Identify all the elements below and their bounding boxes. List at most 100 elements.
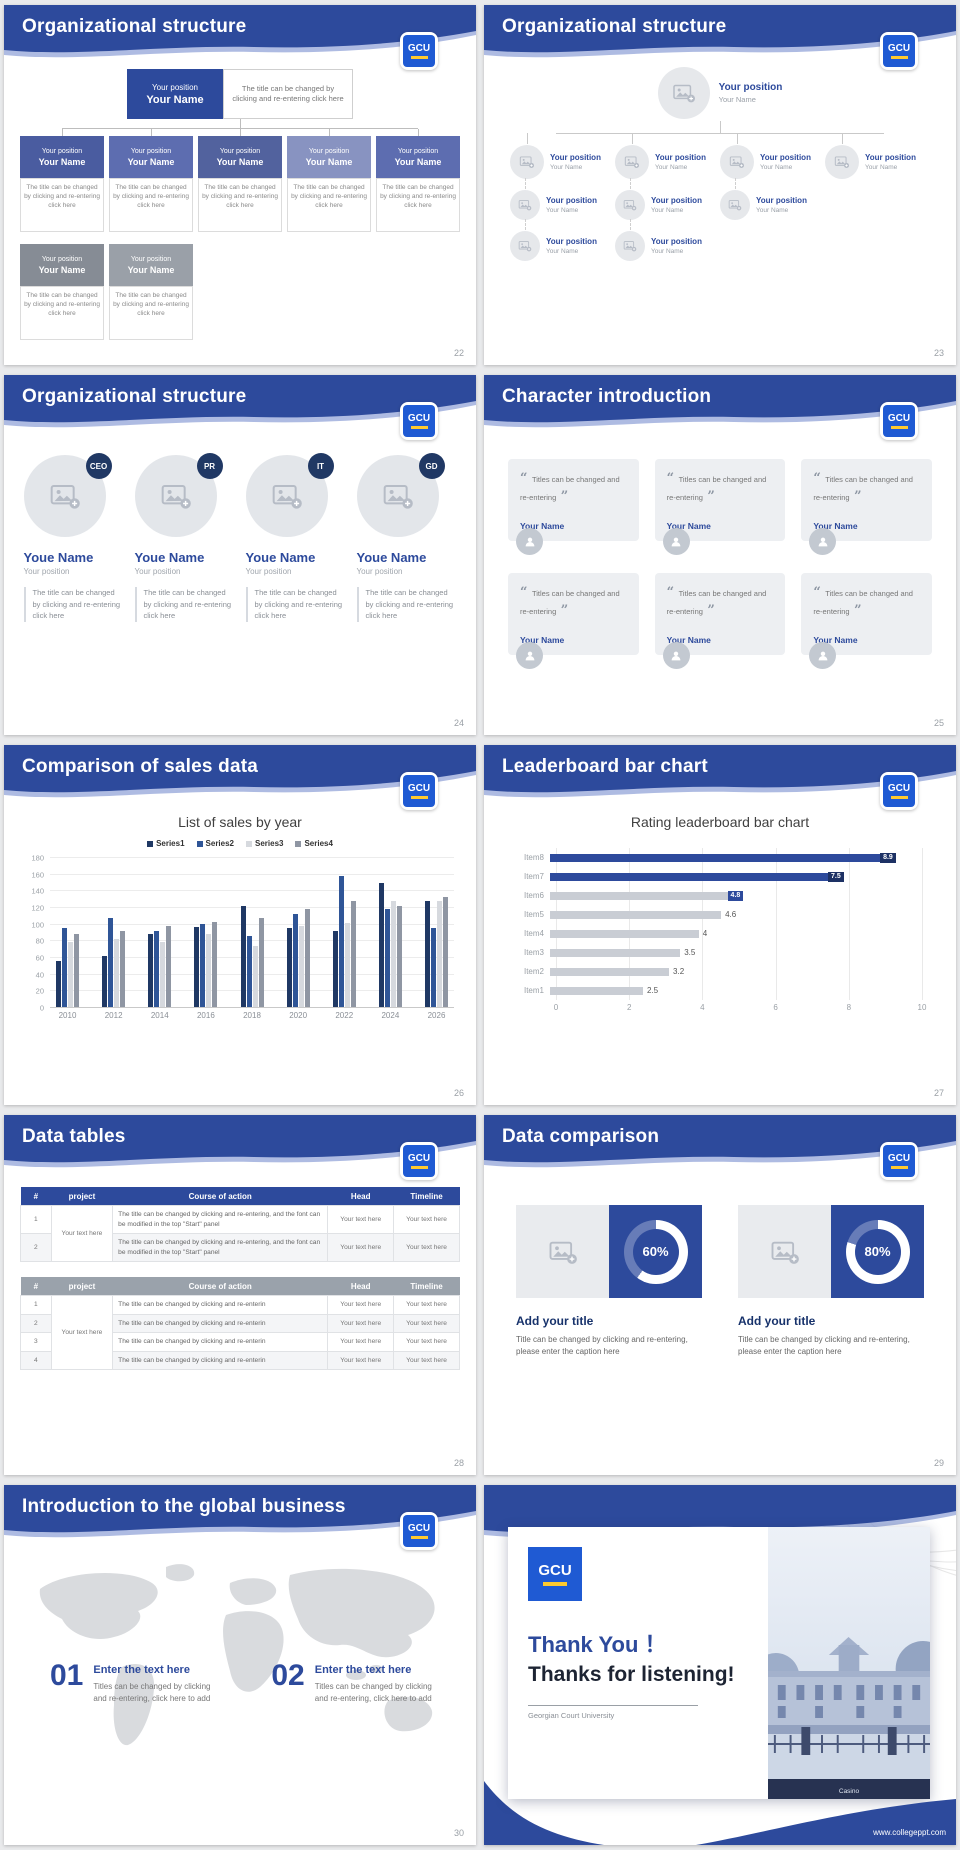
slide-29-data-comparison[interactable]: Data comparison GCU 60% Add your title T… [484, 1115, 956, 1475]
slide-28-data-tables[interactable]: Data tables GCU # project Course of acti… [4, 1115, 476, 1475]
website-link[interactable]: www.collegeppt.com [873, 1828, 946, 1837]
node-description: The title can be changed by clicking and… [376, 178, 460, 232]
gridline [50, 940, 454, 942]
x-tick-label: 0 [553, 1003, 559, 1012]
slide-26-sales-comparison[interactable]: Comparison of sales data GCU List of sal… [4, 745, 476, 1105]
slide-title: Data tables [22, 1126, 126, 1147]
bar [437, 901, 442, 1007]
image-placeholder-icon [624, 154, 640, 170]
bar [200, 924, 206, 1007]
gcu-logo-text: GCU [407, 42, 431, 54]
category-label: Item1 [523, 986, 544, 995]
page-number: 24 [453, 718, 464, 728]
slide-23-org-structure-tree[interactable]: Organizational structure GCU Your positi… [484, 5, 956, 365]
slide-24-org-structure-people[interactable]: Organizational structure GCU CEO Youe Na… [4, 375, 476, 735]
person-icon [669, 649, 683, 663]
column-header: Course of action [112, 1277, 328, 1296]
bar [102, 955, 108, 1007]
bar-track: 3.2 [550, 967, 922, 976]
timeline-cell: Your text here [393, 1204, 460, 1235]
column-header: # [20, 1187, 52, 1206]
bar [286, 927, 292, 1007]
bar [344, 922, 350, 1007]
page-number: 26 [453, 1088, 464, 1098]
team-member: IT Youe Name Your position The title can… [245, 453, 346, 622]
item-number: 01 [50, 1659, 84, 1692]
x-tick-label: 2026 [427, 1011, 446, 1020]
gridline [50, 973, 454, 975]
legend-swatch [246, 840, 252, 847]
avatar [825, 145, 859, 179]
gcu-logo: GCU [400, 32, 438, 70]
y-tick-label: 120 [31, 903, 44, 913]
role-badge: IT [307, 453, 334, 479]
timeline-cell: Your text here [393, 1332, 460, 1352]
table-row: 1 Your text here The title can be change… [20, 1295, 460, 1371]
sales-chart-xlabels: 2010 2012 2014 2016 2018 2020 2022 2024 2026 [50, 1011, 454, 1020]
bar-track: 4 [550, 929, 922, 938]
bar [62, 928, 67, 1007]
page-number: 27 [933, 1088, 944, 1098]
x-tick-label: 2010 [58, 1011, 77, 1020]
slide-25-character-introduction[interactable]: Character introduction GCU “ Titles can … [484, 375, 956, 735]
category-label: Item5 [523, 910, 544, 919]
person-icon [816, 535, 830, 549]
slide-30-global-business[interactable]: Introduction to the global business GCU [4, 1485, 476, 1845]
org-node: Your position Your Name The title can be c… [109, 129, 193, 232]
avatar [720, 190, 750, 220]
member-name: Youe Name [134, 550, 205, 565]
gridline [50, 857, 454, 858]
leaderboard-chart: Item8 8.9 Item7 7.5 Item6 4.8 Item5 4.6 Item4 4 It… [510, 848, 927, 1014]
head-cell: Your text here [327, 1313, 395, 1334]
data-table-blue: # project Course of action Head Timeline… [20, 1187, 460, 1263]
corner-decoration [484, 1781, 604, 1845]
member-description: The title can be changed by clicking and… [23, 587, 124, 622]
person-avatar [809, 528, 837, 555]
bar [74, 934, 79, 1007]
action-cell: The title can be changed by clicking and… [112, 1350, 329, 1371]
slide-thank-you[interactable]: GCU Thank You ！ Thanks for listening! Ge… [484, 1485, 956, 1845]
value-label: 8.9 [880, 852, 896, 863]
gridline [922, 848, 923, 1000]
image-placeholder-icon [518, 198, 532, 212]
org-node: Your position Your Name The title can be c… [376, 129, 460, 232]
row-number: 1 [20, 1295, 52, 1315]
gcu-logo-underline-icon [410, 1165, 428, 1169]
slide-title: Introduction to the global business [22, 1496, 346, 1517]
slide-22-org-structure-boxes[interactable]: Organizational structure GCU Your positi… [4, 5, 476, 365]
gcu-logo: GCU [400, 1142, 438, 1180]
bar [431, 927, 436, 1007]
member-description: The title can be changed by clicking and… [245, 587, 346, 622]
row-number: 1 [20, 1204, 52, 1235]
org-level1-row: Your position Your Name The title can be c… [4, 129, 476, 232]
donut-panel: 80% [831, 1205, 924, 1298]
x-tick-label: 2018 [243, 1011, 261, 1020]
bar-track: 8.9 [550, 852, 922, 863]
y-tick-label: 60 [35, 953, 44, 963]
bar-group [148, 858, 172, 1007]
node-description: The title can be changed by clicking and… [20, 286, 104, 340]
slide-27-leaderboard[interactable]: Leaderboard bar chart GCU Rating leaderb… [484, 745, 956, 1105]
column-header: # [20, 1277, 52, 1296]
bar-track: 2.5 [550, 986, 922, 995]
node-description: The title can be changed by clicking and… [198, 178, 282, 232]
y-tick-label: 160 [31, 870, 44, 880]
gcu-logo-underline-icon [890, 795, 908, 799]
timeline-cell: Your text here [393, 1233, 460, 1263]
bar-group [286, 858, 310, 1007]
slide-title: Organizational structure [22, 386, 247, 407]
bar [378, 882, 384, 1007]
numbered-item: 01 Enter the text here Titles can be cha… [50, 1661, 217, 1705]
gridline [50, 957, 454, 958]
open-quote-icon: “ [520, 585, 528, 600]
leaderboard-xlabels: 0 2 4 6 8 10 [553, 1000, 927, 1014]
action-cell: The title can be changed by clicking and… [112, 1233, 329, 1263]
tree-level3-row: Your position Your Name Your position Your… [484, 219, 956, 261]
tree-node: Your position Your Name [720, 178, 825, 220]
panel-description: Title can be changed by clicking and re-… [738, 1335, 910, 1356]
university-name: Georgian Court University [528, 1705, 698, 1720]
leaderboard-rows: Item8 8.9 Item7 7.5 Item6 4.8 Item5 4.6 Item4 4 It… [510, 848, 922, 1000]
head-cell: Your text here [327, 1233, 395, 1263]
bar [550, 853, 882, 862]
member-description: The title can be changed by clicking and… [134, 587, 235, 622]
